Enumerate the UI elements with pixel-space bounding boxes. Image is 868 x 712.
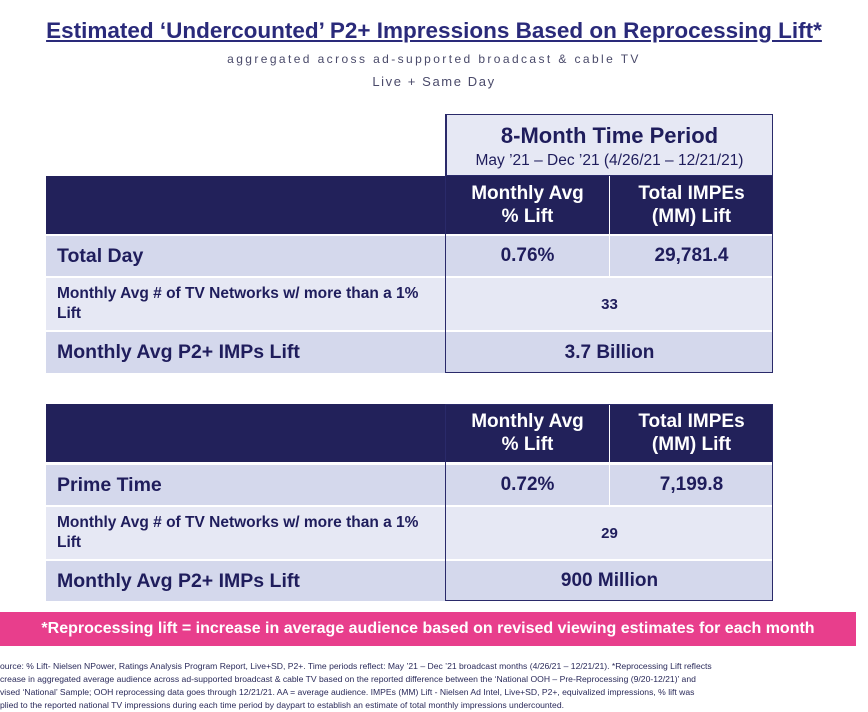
time-period-box: 8-Month Time Period May ’21 – Dec ’21 (4… — [446, 114, 773, 176]
footnote-line-4: plied to the reported national TV impres… — [0, 700, 565, 710]
table1-row-total-day-avg-lift: 0.76% — [446, 236, 609, 276]
footnote-line-3: vised ‘National’ Sample; OOH reprocessin… — [0, 687, 695, 697]
table1-header-avg-lift: Monthly Avg % Lift — [446, 176, 609, 234]
table1-row-imps-lift-value: 3.7 Billion — [446, 332, 773, 373]
table2-header-blank — [46, 404, 445, 462]
table2-row-prime-time-label: Prime Time — [46, 465, 445, 505]
time-period-title: 8-Month Time Period — [500, 123, 719, 148]
reprocessing-lift-banner: *Reprocessing lift = increase in average… — [0, 612, 856, 646]
time-period-range: May ’21 – Dec ’21 (4/26/21 – 12/21/21) — [475, 152, 744, 169]
source-footnote: ource: % Lift- Nielsen NPower, Ratings A… — [0, 660, 868, 712]
table1-row-total-day-label: Total Day — [46, 236, 445, 276]
table2-row-imps-lift-value: 900 Million — [446, 561, 773, 601]
table1-row-networks-value: 33 — [446, 278, 773, 330]
table2-row-networks-label: Monthly Avg # of TV Networks w/ more tha… — [46, 507, 445, 559]
table1-header-blank — [46, 176, 445, 234]
table2-row-prime-time-total-impes: 7,199.8 — [610, 465, 773, 505]
page-subtitle: aggregated across ad-supported broadcast… — [227, 52, 641, 66]
page-subtitle-2: Live + Same Day — [372, 74, 496, 89]
table2-row-networks-value: 29 — [446, 507, 773, 559]
table2-row-imps-lift-label: Monthly Avg P2+ IMPs Lift — [46, 561, 445, 601]
table1-row-total-day-total-impes: 29,781.4 — [610, 236, 773, 276]
footnote-line-2: crease in aggregated average audience ac… — [0, 674, 696, 684]
table2-header-total-impes: Total IMPEs (MM) Lift — [610, 404, 773, 462]
footnote-line-1: ource: % Lift- Nielsen NPower, Ratings A… — [0, 661, 712, 671]
table1-header-total-impes: Total IMPEs (MM) Lift — [610, 176, 773, 234]
table2-row-prime-time-avg-lift: 0.72% — [446, 465, 609, 505]
page-title: Estimated ‘Undercounted’ P2+ Impressions… — [46, 18, 822, 43]
table1-row-imps-lift-label: Monthly Avg P2+ IMPs Lift — [46, 332, 445, 373]
table1-row-networks-label: Monthly Avg # of TV Networks w/ more tha… — [46, 278, 445, 330]
table2-header-avg-lift: Monthly Avg % Lift — [446, 404, 609, 462]
